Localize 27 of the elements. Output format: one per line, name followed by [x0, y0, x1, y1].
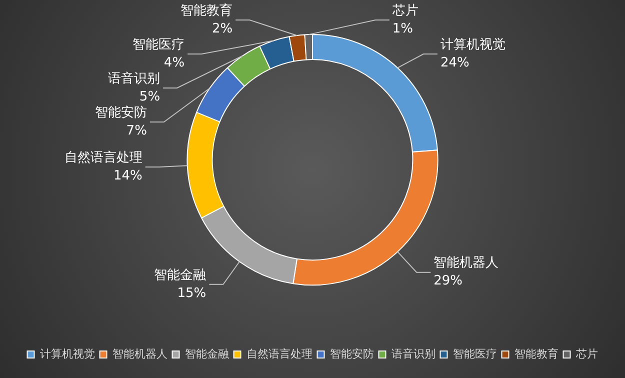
legend-label: 自然语言处理 — [246, 347, 312, 360]
legend-label: 智能医疗 — [452, 347, 497, 360]
slice-label: 自然语言处理 — [64, 149, 142, 166]
slice-label: 智能金融 — [154, 268, 206, 283]
data-label: 1% — [392, 21, 414, 36]
data-label: 4% — [164, 55, 185, 70]
legend-label: 智能安防 — [330, 347, 374, 360]
slice-label: 智能机器人 — [434, 256, 499, 271]
legend-label: 智能金融 — [184, 347, 229, 360]
data-label: 24% — [440, 55, 470, 70]
slice-label: 计算机视觉 — [440, 37, 506, 52]
data-label: 5% — [139, 89, 160, 104]
data-label: 14% — [113, 168, 142, 184]
data-label: 7% — [126, 123, 147, 138]
slice-label: 语音识别 — [108, 71, 160, 86]
legend-label: 芯片 — [574, 347, 598, 360]
slice-label: 智能教育 — [180, 2, 233, 18]
slice-label: 智能医疗 — [132, 37, 185, 52]
legend-label: 智能机器人 — [112, 347, 168, 360]
legend-label: 智能教育 — [514, 347, 558, 360]
legend-label: 计算机视觉 — [40, 347, 95, 360]
data-label: 15% — [177, 286, 206, 301]
legend-label: 语音识别 — [391, 347, 436, 360]
slice-label: 芯片 — [391, 3, 418, 18]
data-label: 29% — [434, 274, 463, 289]
slice-label: 智能安防 — [94, 104, 147, 120]
data-label: 2% — [212, 21, 233, 36]
